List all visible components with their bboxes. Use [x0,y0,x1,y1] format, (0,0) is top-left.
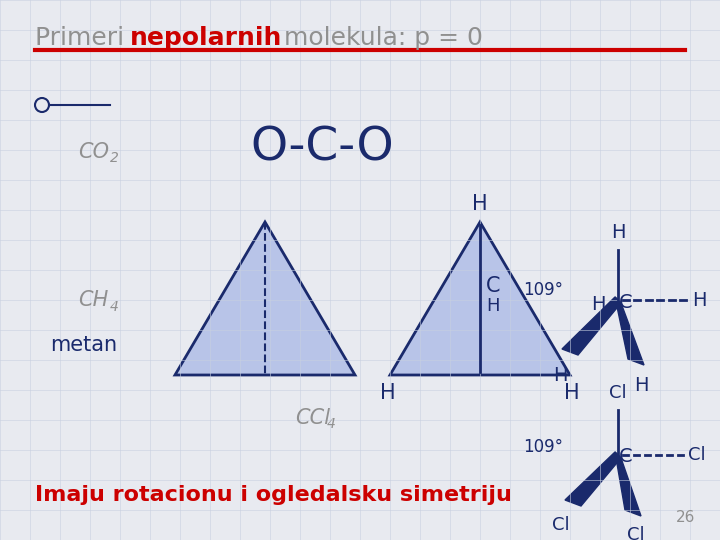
Text: Cl: Cl [609,384,627,402]
Text: H: H [472,194,488,214]
Text: H: H [611,223,625,242]
Text: 109°: 109° [523,281,563,299]
Text: Imaju rotacionu i ogledalsku simetriju: Imaju rotacionu i ogledalsku simetriju [35,485,512,505]
Text: H: H [564,383,580,403]
Text: H: H [553,366,567,385]
Text: C: C [619,448,633,467]
Text: H: H [592,295,606,314]
Text: 26: 26 [675,510,695,525]
Polygon shape [390,222,570,375]
Polygon shape [565,452,621,506]
Polygon shape [562,297,621,355]
Text: H: H [486,297,500,315]
Text: C: C [486,276,500,296]
Polygon shape [615,452,641,516]
Text: C: C [619,293,633,312]
Text: molekula: p = 0: molekula: p = 0 [276,26,483,50]
Text: 2: 2 [110,151,119,165]
Text: Primeri: Primeri [35,26,132,50]
Text: nepolarnih: nepolarnih [130,26,282,50]
Text: 4: 4 [327,417,336,431]
Text: Cl: Cl [627,526,645,540]
Text: 109°: 109° [523,438,563,456]
Text: Cl: Cl [552,516,570,534]
Text: metan: metan [50,335,117,355]
Text: H: H [634,376,648,395]
Text: CH: CH [78,290,109,310]
Text: 4: 4 [110,300,119,314]
Text: CCl: CCl [295,408,330,428]
Text: CO: CO [78,142,109,162]
Text: O-C-O: O-C-O [250,125,394,171]
Polygon shape [175,222,355,375]
Text: Cl: Cl [688,446,706,464]
Text: H: H [380,383,396,403]
Polygon shape [615,297,644,365]
Text: H: H [692,291,706,309]
